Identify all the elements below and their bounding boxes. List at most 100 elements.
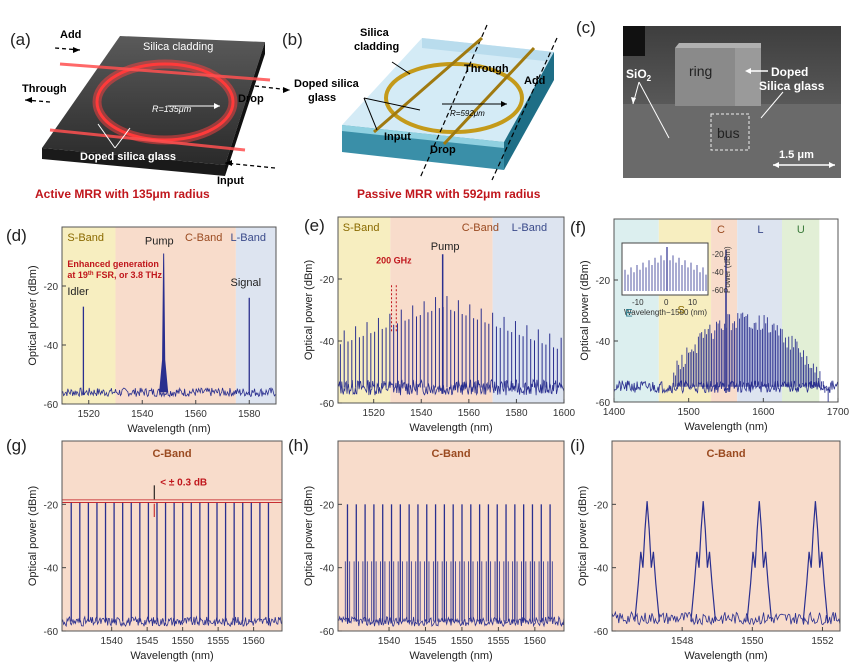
noise-floor-trace bbox=[611, 610, 841, 626]
caption-active: Active MRR with 135μm radius bbox=[35, 187, 210, 201]
y-axis-label: Optical power (dBm) bbox=[579, 260, 591, 360]
bus-right bbox=[442, 46, 536, 146]
x-axis-label: Wavelength (nm) bbox=[684, 421, 767, 433]
flatness-label: < ± 0.3 dB bbox=[160, 477, 207, 488]
bus-bottom bbox=[49, 128, 246, 152]
x-axis-label: Wavelength (nm) bbox=[684, 650, 767, 662]
label-drop: Drop bbox=[430, 144, 456, 156]
idler-label: Idler bbox=[67, 286, 89, 298]
substrate bbox=[342, 125, 504, 170]
x-tick-label: 1545 bbox=[414, 636, 437, 647]
inset-xtick: 0 bbox=[664, 298, 669, 307]
label-through: Through bbox=[22, 83, 67, 95]
band-label-c: C-Band bbox=[185, 232, 222, 244]
y-tick-label: -60 bbox=[44, 400, 59, 411]
panel-label-a: (a) bbox=[10, 30, 31, 49]
label-doped-2: Silica glass bbox=[759, 79, 825, 93]
label-doped-1: Doped silica bbox=[294, 78, 360, 90]
y-tick-label: -40 bbox=[320, 337, 335, 348]
inset-xtick: -10 bbox=[632, 298, 644, 307]
plot-frame bbox=[61, 226, 277, 405]
y-tick-label: -40 bbox=[44, 564, 59, 575]
x-tick-label: 1555 bbox=[487, 636, 510, 647]
sem-image: SiO2 ring Doped Silica glass bus 1.5 μm bbox=[623, 26, 841, 178]
y-tick-label: -40 bbox=[320, 564, 335, 575]
x-tick-label: 1555 bbox=[207, 636, 230, 647]
active-mrr-schematic: Silica cladding Add Through Drop R=135μm… bbox=[22, 29, 290, 187]
band-label-s: S-Band bbox=[343, 222, 380, 234]
chart-d: -20 -40 -60 1520 1540 1560 1580 Wavelength (nm)… bbox=[27, 226, 277, 435]
label-doped-2: glass bbox=[308, 92, 336, 104]
y-tick-label: -20 bbox=[320, 500, 335, 511]
x-tick-label: 1560 bbox=[242, 636, 265, 647]
ring-waveguide bbox=[95, 62, 235, 142]
x-tick-label: 1520 bbox=[363, 408, 386, 419]
band-label-c: C-Band bbox=[706, 448, 745, 460]
inset-ytick: -40 bbox=[712, 268, 724, 277]
band-label-l: L-Band bbox=[512, 222, 547, 234]
plot-frame bbox=[61, 440, 283, 632]
x-tick-label: 1560 bbox=[458, 408, 481, 419]
bus-top bbox=[59, 62, 271, 82]
y-axis-label: Optical power (dBm) bbox=[577, 486, 589, 586]
x-tick-label: 1540 bbox=[131, 409, 154, 420]
x-tick-label: 1560 bbox=[185, 409, 208, 420]
inset-ytick: -20 bbox=[712, 250, 724, 259]
y-tick-label: -40 bbox=[596, 337, 611, 348]
caption-passive: Passive MRR with 592μm radius bbox=[357, 187, 541, 201]
resonance-peak bbox=[634, 501, 660, 622]
x-tick-label: 1520 bbox=[78, 409, 101, 420]
label-cladding: cladding bbox=[354, 41, 399, 53]
bus-left bbox=[373, 36, 483, 134]
pump-label: Pump bbox=[431, 241, 460, 253]
s-band-region bbox=[62, 227, 116, 404]
panel-label-f: (f) bbox=[570, 218, 587, 237]
band-label-c: C bbox=[717, 224, 725, 236]
y-tick-label: -20 bbox=[594, 500, 609, 511]
noise-floor-trace bbox=[61, 615, 283, 628]
x-tick-label: 1600 bbox=[553, 408, 576, 419]
label-cladding: Silica cladding bbox=[143, 41, 213, 53]
enhanced-label-1: Enhanced generation bbox=[67, 259, 159, 269]
band-label-s: S-Band bbox=[67, 232, 104, 244]
inset-xlabel: Wavelength−1550 (nm) bbox=[624, 308, 707, 317]
plot-frame bbox=[611, 440, 841, 632]
label-silica: Silica bbox=[360, 27, 390, 39]
inset-ylabel: Power (dBm) bbox=[723, 246, 732, 293]
plot-frame bbox=[613, 218, 839, 403]
label-through: Through bbox=[464, 63, 509, 75]
x-axis-label: Wavelength (nm) bbox=[409, 422, 492, 434]
x-tick-label: 1552 bbox=[811, 636, 834, 647]
label-sio2: SiO2 bbox=[626, 67, 652, 83]
bus-box bbox=[710, 113, 750, 151]
y-axis-label: Optical power (dBm) bbox=[27, 265, 39, 365]
band-label-s: S bbox=[677, 305, 684, 317]
x-axis-label: Wavelength (nm) bbox=[130, 650, 213, 662]
y-axis-label: Optical power (dBm) bbox=[27, 486, 39, 586]
resonance-peak bbox=[746, 501, 773, 622]
y-tick-label: -40 bbox=[594, 564, 609, 575]
c-band-region bbox=[62, 441, 282, 631]
c-band-region bbox=[612, 441, 840, 631]
c-band-region bbox=[390, 217, 493, 403]
pump-label: Pump bbox=[145, 236, 174, 248]
panel-label-b: (b) bbox=[282, 30, 303, 49]
label-ring: ring bbox=[689, 63, 712, 79]
y-tick-label: -20 bbox=[320, 275, 335, 286]
x-tick-label: 1700 bbox=[827, 407, 850, 418]
inset-ytick: -60 bbox=[712, 286, 724, 295]
ring-ridge bbox=[675, 48, 735, 106]
x-axis-label: Wavelength (nm) bbox=[409, 650, 492, 662]
y-axis-label: Optical power (dBm) bbox=[303, 260, 315, 360]
chart-i: -20 -40 -60 1548 1550 1552 Wavelength (nm) Opti… bbox=[577, 440, 841, 662]
noise-floor-trace bbox=[337, 615, 565, 628]
label-input: Input bbox=[217, 175, 244, 187]
inset-frame bbox=[621, 242, 709, 296]
y-tick-label: -20 bbox=[44, 282, 59, 293]
x-tick-label: 1540 bbox=[101, 636, 124, 647]
x-tick-label: 1550 bbox=[172, 636, 195, 647]
x-tick-label: 1548 bbox=[671, 636, 694, 647]
y-tick-label: -60 bbox=[44, 627, 59, 638]
y-axis-label: Optical power (dBm) bbox=[303, 486, 315, 586]
